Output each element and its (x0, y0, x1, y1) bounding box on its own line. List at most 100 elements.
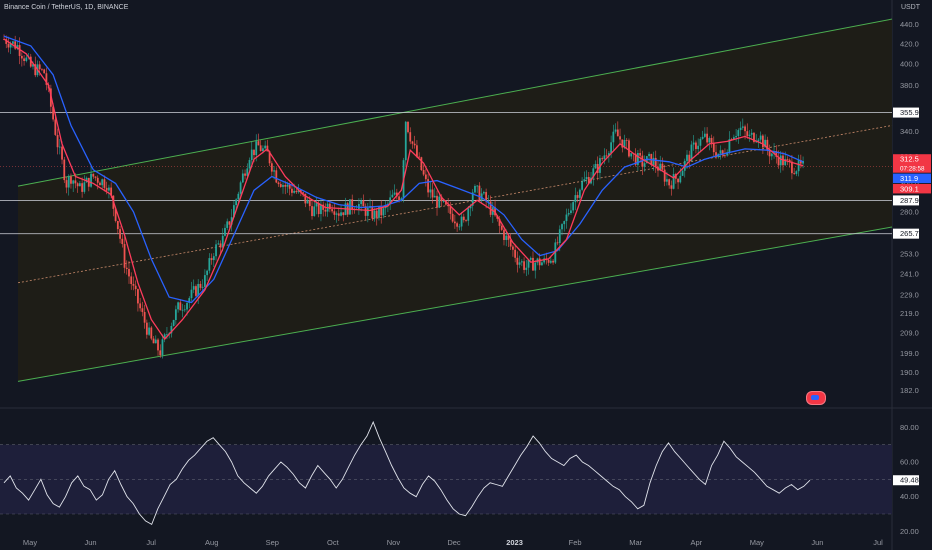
candle-body (596, 163, 599, 173)
candle-body (259, 145, 262, 152)
candle-body (315, 203, 318, 207)
candle-body (351, 199, 354, 210)
time-tick-label: Jun (85, 538, 97, 547)
candle-body (797, 160, 800, 172)
candle-body (286, 184, 289, 187)
channel-upper-line (17, 18, 893, 187)
candle-body (719, 150, 722, 154)
flag-icon[interactable] (806, 391, 826, 405)
candle-body (9, 43, 12, 48)
candle-body (273, 170, 275, 172)
candle-body (416, 145, 418, 157)
candle-body (371, 205, 374, 219)
candle-body (226, 221, 229, 228)
candle-body (634, 153, 637, 165)
candle-body (29, 56, 32, 67)
candle-body (458, 226, 461, 228)
candle-body (382, 208, 385, 216)
candle-body (523, 261, 525, 270)
candle-body (391, 194, 394, 198)
candle-body (498, 218, 501, 226)
candle-body (308, 199, 311, 207)
candle-body (614, 129, 617, 132)
candle-body (119, 229, 121, 239)
candle-body (195, 286, 197, 296)
candle-body (612, 131, 615, 143)
candle-body (212, 256, 215, 261)
time-tick-label: Aug (205, 538, 218, 547)
candle-body (163, 334, 166, 340)
candle-body (621, 139, 624, 148)
candle-body (679, 175, 682, 183)
candle-body (509, 239, 512, 247)
candle-body (32, 64, 34, 67)
candle-body (257, 141, 260, 146)
candle-body (516, 257, 519, 265)
candle-body (12, 41, 14, 44)
candle-body (378, 206, 380, 218)
candle-body (788, 159, 791, 162)
candle-body (607, 153, 610, 156)
candle-body (94, 176, 97, 178)
candle-body (92, 173, 95, 177)
candle-body (25, 57, 28, 62)
candle-body (317, 203, 320, 215)
level-price-tag: 265.7 (900, 229, 919, 238)
price-tag-bg-0 (893, 154, 931, 164)
candle-body (625, 139, 628, 141)
candle-body (219, 243, 222, 248)
candle-body (610, 142, 613, 154)
time-tick-label: 2023 (506, 538, 523, 547)
slow-moving-average-line (3, 35, 804, 304)
candle-body (81, 183, 84, 192)
candle-body (409, 132, 412, 142)
candle-body (527, 259, 530, 268)
candle-body (541, 262, 543, 266)
candle-body (784, 159, 787, 166)
candle-body (561, 224, 563, 230)
candle-body (143, 312, 146, 323)
candle-body (221, 235, 224, 248)
candle-body (690, 144, 693, 162)
candle-body (799, 160, 802, 164)
candle-body (161, 339, 164, 356)
time-tick-label: Apr (690, 538, 702, 547)
candle-body (489, 201, 492, 215)
candle-body (328, 203, 331, 210)
price-tag-bg-3 (893, 183, 931, 194)
candle-body (534, 262, 537, 271)
candle-body (295, 190, 298, 193)
candle-body (63, 159, 66, 181)
candle-body (172, 320, 175, 326)
candle-body (791, 161, 793, 174)
candle-body (224, 227, 226, 236)
candle-body (217, 243, 220, 245)
candle-body (525, 267, 528, 270)
candle-body (74, 180, 77, 184)
candle-body (520, 261, 523, 263)
candle-body (739, 127, 742, 131)
candle-body (594, 163, 597, 169)
candle-body (583, 179, 586, 182)
candle-body (721, 150, 724, 156)
candle-body (538, 258, 541, 266)
time-tick-label: Dec (447, 538, 461, 547)
candle-body (467, 208, 470, 221)
candle-body (380, 206, 383, 216)
candle-body (70, 176, 72, 184)
candle-body (228, 221, 231, 225)
candle-body (692, 142, 695, 145)
candle-body (110, 187, 113, 196)
candle-body (469, 205, 472, 209)
candle-body (320, 204, 322, 215)
candle-body (190, 289, 193, 299)
candle-body (145, 322, 148, 335)
candle-body (672, 174, 675, 189)
candle-body (453, 221, 456, 224)
candle-body (572, 202, 575, 211)
candle-body (56, 134, 59, 148)
candle-body (366, 207, 369, 216)
candle-body (407, 121, 409, 133)
candle-body (695, 142, 697, 150)
candle-body (764, 139, 767, 148)
